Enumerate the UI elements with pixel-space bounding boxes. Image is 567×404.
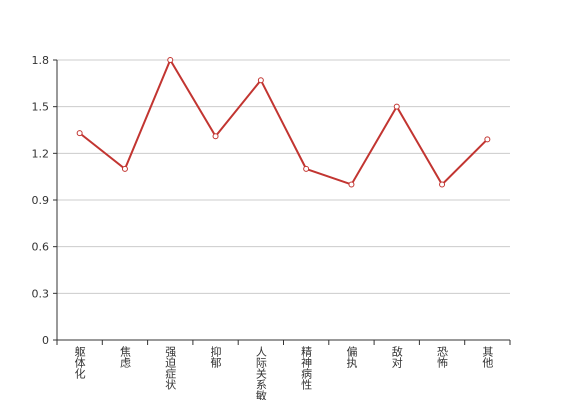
data-point [212, 133, 219, 140]
data-point [121, 165, 128, 172]
x-tick-label: 精神病性 [300, 346, 313, 391]
x-tick-label: 躯体化 [73, 346, 86, 380]
x-tick-label: 偏执 [345, 345, 358, 369]
data-point [303, 165, 310, 172]
x-tick-label: 焦虑 [118, 346, 131, 368]
x-tick-label: 恐怖 [436, 346, 449, 368]
data-point [348, 181, 355, 188]
y-tick-label: 1.2 [32, 147, 50, 160]
data-point [484, 136, 491, 143]
data-point [439, 181, 446, 188]
series-line [79, 57, 489, 187]
y-tick-label: 0.6 [32, 241, 50, 254]
data-point [167, 57, 174, 63]
x-tick-label: 强迫症状 [164, 346, 177, 390]
x-tick-label: 其他 [481, 346, 494, 368]
y-tick-label: 1.8 [32, 54, 50, 67]
y-tick-label: 0.3 [32, 287, 50, 300]
x-tick-label: 敌对 [390, 345, 403, 368]
x-tick-label: 人际关系敏感 [254, 346, 267, 400]
data-point [76, 130, 83, 137]
y-tick-label: 0 [42, 334, 49, 347]
data-point [257, 77, 264, 84]
y-tick-label: 0.9 [32, 194, 50, 207]
y-tick-label: 1.5 [32, 101, 50, 114]
x-tick-label: 抑郁 [209, 345, 222, 368]
data-point [393, 103, 400, 110]
